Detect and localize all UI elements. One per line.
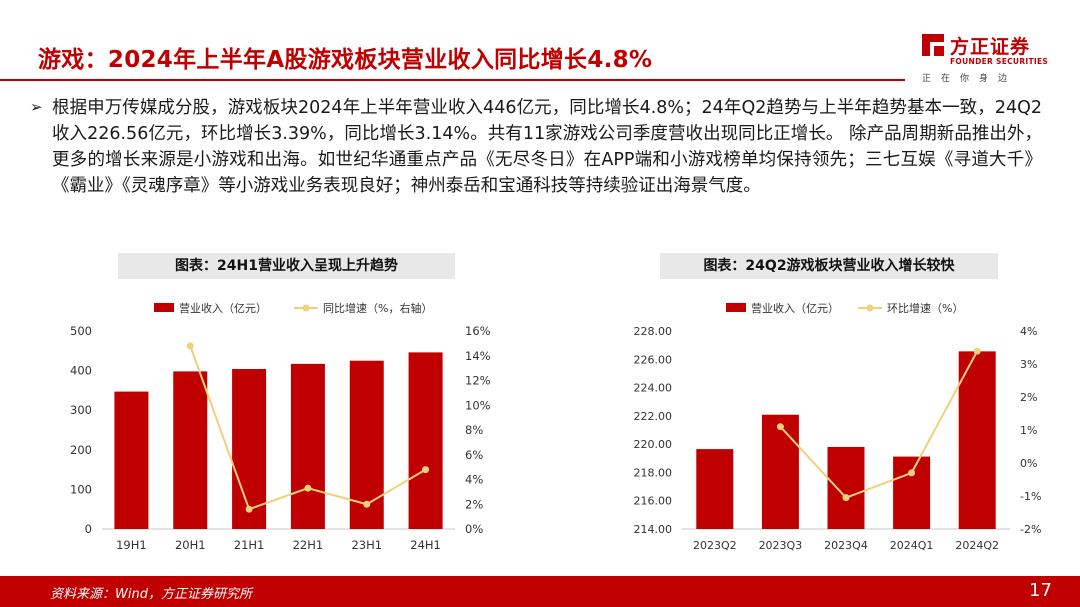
summary-text: 根据申万传媒成分股，游戏板块2024年上半年营业收入446亿元，同比增长4.8%… [52,98,1042,196]
legend-bar-swatch [154,303,174,312]
footer-bar: 资料来源：Wind，方正证券研究所 17 [0,576,1080,607]
x-tick-label: 2024Q2 [955,539,999,552]
legend-bar-swatch [726,303,746,312]
brand-name-en: FOUNDER SECURITIES [950,57,1049,66]
y-tick-label: 216.00 [634,495,673,508]
y-tick-label: 226.00 [634,353,673,366]
growth-point [776,423,784,431]
y2-tick-label: 1% [1020,424,1037,437]
arrow-right-icon: ➢ [30,98,43,116]
x-tick-label: 19H1 [116,538,147,552]
chart-quarterly-revenue: 214.00 216.00 218.00 220.00 222.00 224.00 226.… [634,301,1042,552]
bar [761,414,799,529]
growth-line [779,350,979,499]
y2-tick-label: 4% [465,473,483,487]
bar [696,449,734,529]
bar [958,351,996,529]
y-tick-label: 222.00 [634,410,673,423]
brand-name: 方正证券 [950,36,1031,58]
growth-point [363,500,371,508]
y2-tick-label: 3% [1020,358,1037,371]
x-tick-label: 2023Q4 [824,539,868,552]
legend-line-marker [302,304,310,312]
growth-point [245,505,253,513]
y-tick-label: 200 [70,443,92,457]
y-tick-label: 100 [70,482,92,496]
x-tick-label: 21H1 [234,538,265,552]
y-tick-label: 0 [85,522,92,536]
page-title: 游戏：2024年上半年A股游戏板块营业收入同比增长4.8% [38,47,653,73]
y2-tick-label: 2% [1020,391,1037,404]
y2-tick-label: 12% [465,374,491,388]
y-tick-label: 300 [70,403,92,417]
y2-tick-label: -1% [1020,490,1041,503]
growth-point [304,484,312,492]
x-tick-label: 22H1 [293,538,324,552]
legend-line-marker [866,304,874,312]
y2-tick-label: 2% [465,497,483,511]
y2-tick-label: 6% [465,448,483,462]
growth-point [842,494,850,502]
bar [114,391,149,529]
y-tick-label: 224.00 [634,382,673,395]
title-divider [0,79,905,81]
y2-tick-label: 16% [465,324,491,338]
growth-point [186,342,194,350]
bar [290,363,325,529]
y-tick-label: 500 [70,324,92,338]
legend-line-label: 同比增速（%，右轴） [323,301,432,315]
chart-left-title: 图表：24H1营业收入呈现上升趋势 [118,253,455,279]
brand-logo: 方正证券 FOUNDER SECURITIES 正在你身边 [916,30,1066,85]
y2-tick-label: 14% [465,349,491,363]
y2-tick-label: -2% [1020,523,1041,536]
bar [232,369,267,529]
x-tick-label: 24H1 [410,538,441,552]
x-tick-label: 2024Q1 [890,539,934,552]
y-tick-label: 218.00 [634,466,673,479]
bar [827,446,865,529]
y2-tick-label: 0% [465,522,483,536]
page-number: 17 [1029,580,1052,601]
y2-tick-label: 4% [1020,325,1037,338]
x-tick-label: 23H1 [351,538,382,552]
bar [173,371,208,529]
legend-line-label: 环比增速（%） [887,301,963,315]
founder-logo-icon [922,34,944,56]
y-tick-label: 220.00 [634,438,673,451]
x-tick-label: 20H1 [175,538,206,552]
x-tick-label: 2023Q3 [759,539,803,552]
legend-bar-label: 营业收入（亿元） [179,301,267,315]
growth-point [973,347,981,355]
bar [893,456,931,529]
x-tick-label: 2023Q2 [693,539,737,552]
y-tick-label: 214.00 [634,523,673,536]
chart-right-title: 图表：24Q2游戏板块营业收入增长较快 [660,253,998,279]
summary-bullet: ➢ 根据申万传媒成分股，游戏板块2024年上半年营业收入446亿元，同比增长4.… [30,95,1042,199]
chart-half-year-revenue: 0 100 200 300 400 500 0% 2% 4% 6% 8% 10% 12% 14% 16% 19… [70,301,491,552]
y2-tick-label: 0% [1020,457,1037,470]
y2-tick-label: 8% [465,423,483,437]
y-tick-label: 228.00 [634,325,673,338]
footer-source: 资料来源：Wind，方正证券研究所 [50,587,252,602]
bar [408,352,443,529]
legend-bar-label: 营业收入（亿元） [751,301,839,315]
brand-slogan: 正在你身边 [922,74,1018,84]
growth-point [422,466,430,474]
growth-point [908,469,916,477]
y-tick-label: 400 [70,364,92,378]
y2-tick-label: 10% [465,398,491,412]
